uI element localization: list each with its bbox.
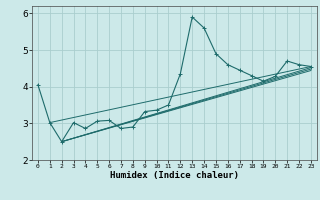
- X-axis label: Humidex (Indice chaleur): Humidex (Indice chaleur): [110, 171, 239, 180]
